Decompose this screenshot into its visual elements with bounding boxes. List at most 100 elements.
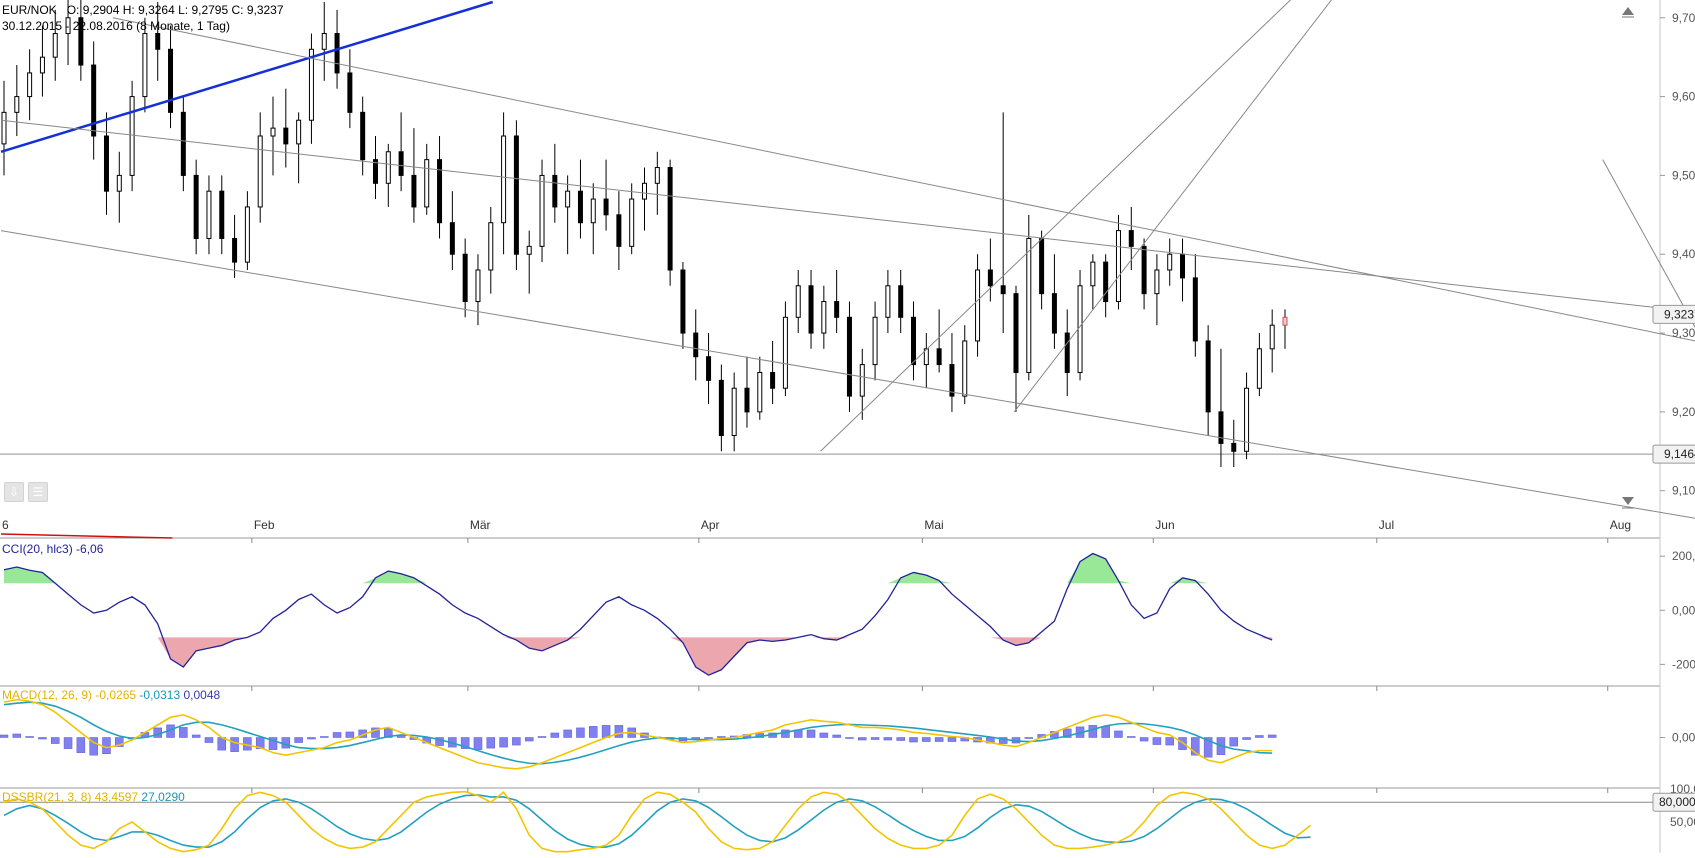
candle-body (78, 17, 84, 66)
candle-body (1039, 237, 1045, 295)
macd-histogram-bar (870, 737, 880, 740)
cci-overbought-area (1169, 577, 1209, 584)
dss-legend-item: DSSBR(21, 3, 8) (2, 790, 91, 804)
candle-body (1192, 277, 1198, 342)
month-label: Apr (701, 518, 720, 532)
candle-body (1013, 293, 1019, 373)
macd-histogram-bar (947, 737, 957, 742)
trendline-steep-line-2 (1013, 0, 1333, 413)
candle-body (270, 127, 276, 137)
arrow-up-icon (1622, 7, 1634, 15)
macd-histogram-bar (25, 736, 34, 738)
dss-y-tick-label: 50,0000 (1670, 815, 1695, 829)
candle-body (27, 72, 33, 98)
macd-histogram-bar (832, 734, 841, 738)
candle-body (52, 33, 58, 58)
candle-body (885, 285, 891, 318)
candle-body (308, 48, 314, 121)
candle-body (718, 379, 724, 437)
candle-body (949, 364, 955, 397)
macd-histogram-bar (858, 737, 867, 741)
candle-body (616, 214, 622, 247)
macd-histogram-bar (512, 737, 521, 746)
candle-body (654, 167, 660, 184)
month-label: Aug (1610, 518, 1631, 532)
candle-body (898, 285, 904, 318)
macd-histogram-bar (909, 737, 918, 743)
candle-body (987, 269, 993, 287)
dss-legend-item: 27,0290 (138, 790, 185, 804)
candle-body (808, 285, 814, 334)
macd-histogram-bar (38, 737, 47, 740)
macd-legend-item: -0,0313 (136, 688, 180, 702)
candle-body (39, 56, 45, 74)
candle-body (501, 135, 507, 224)
candle-body (398, 151, 404, 176)
macd-histogram-bar (1101, 726, 1110, 738)
macd-histogram-bar (563, 729, 572, 738)
candle-body (590, 198, 596, 224)
macd-histogram-bar (473, 737, 483, 750)
candle-body (142, 33, 148, 98)
macd-histogram-bar (371, 727, 380, 738)
candle-body (1064, 332, 1070, 373)
trendline-upper-channel (112, 17, 1695, 342)
download-button[interactable]: ⇩ (4, 482, 24, 502)
candle-body (731, 387, 737, 437)
macd-histogram-bar (1267, 734, 1277, 738)
candle-body (347, 72, 353, 113)
macd-histogram-bar (0, 734, 9, 738)
candle-body (603, 198, 609, 216)
candle-body (283, 127, 289, 145)
cci-overbought-area (4, 567, 56, 584)
candle-body (116, 174, 122, 192)
candle-body (1051, 293, 1057, 334)
candle-body (244, 206, 250, 263)
candle-body (911, 316, 917, 366)
macd-histogram-bar (50, 737, 60, 744)
candle-body (1115, 230, 1121, 303)
cci-line (3, 552, 1273, 676)
candle-body (1167, 253, 1173, 271)
macd-histogram-bar (614, 725, 624, 738)
price-y-tick-label: 9,6000 (1672, 90, 1695, 104)
candle-body (667, 167, 673, 271)
month-label: Jul (1379, 518, 1394, 532)
cci-oversold-area (503, 637, 581, 651)
trendline-red-line (0, 533, 173, 539)
candle-body (1090, 261, 1096, 287)
candle-body (834, 301, 840, 318)
candle-body (1077, 285, 1083, 373)
month-label: Jun (1155, 518, 1174, 532)
macd-histogram-bar (204, 737, 214, 743)
macd-histogram-bar (255, 737, 265, 749)
candle-body (757, 371, 763, 413)
candle-body (1128, 230, 1134, 247)
trendline-blue-uptrend (0, 0, 494, 153)
candle-body (795, 285, 801, 318)
menu-button[interactable]: ☰ (28, 482, 48, 502)
candle-body (1026, 237, 1032, 373)
candle-body (821, 301, 827, 334)
macd-histogram-bar (576, 727, 585, 738)
candle-body (693, 332, 699, 358)
dss-y-tick-label: 100,0000 (1670, 782, 1695, 796)
candle-body (91, 64, 97, 137)
price-y-tick-label: 9,3000 (1672, 326, 1695, 340)
macd-layer: MACD(12, 26, 9) -0,0265 -0,0313 0,0048 (0, 688, 1277, 770)
macd-histogram-bar (704, 737, 713, 739)
macd-histogram-bar (307, 737, 316, 740)
macd-histogram-bar (89, 737, 98, 756)
candle-body (744, 387, 750, 413)
macd-histogram-bar (1165, 737, 1174, 746)
candle-body (65, 17, 71, 35)
macd-histogram-bar (1242, 737, 1251, 740)
macd-histogram-bar (76, 737, 86, 753)
macd-histogram-bar (1088, 725, 1098, 738)
candle-body (923, 348, 929, 366)
macd-histogram-bar (294, 737, 303, 743)
macd-histogram-bar (191, 734, 201, 738)
macd-histogram-bar (537, 736, 547, 738)
